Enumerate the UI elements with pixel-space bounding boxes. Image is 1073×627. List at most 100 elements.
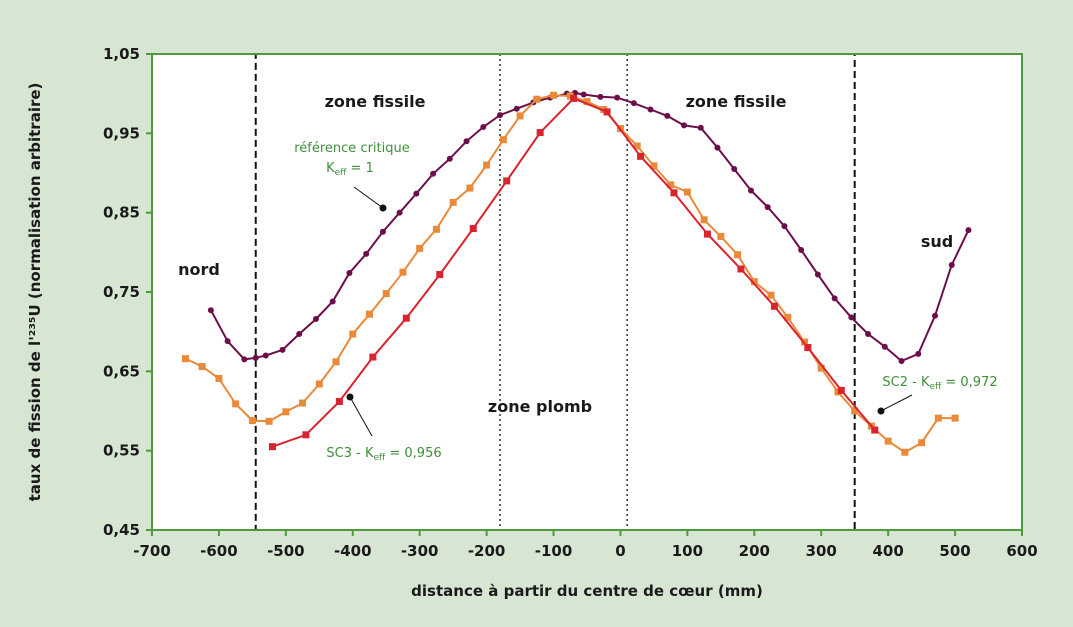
sc3-value: = 0,956	[385, 446, 441, 461]
series-sc2-point	[918, 439, 926, 447]
series-sc2-point	[181, 355, 189, 363]
series-reference-point	[932, 312, 938, 319]
series-reference-point	[915, 350, 922, 357]
zone-plomb-label: zone plomb	[488, 397, 592, 416]
y-tick-label: 1,05	[103, 45, 140, 63]
nord-label: nord	[178, 260, 220, 279]
sc2-value: = 0,972	[941, 375, 997, 390]
series-reference-point	[329, 298, 336, 305]
series-reference-point	[664, 112, 671, 119]
sc2-leader-line	[880, 394, 913, 412]
series-reference-point	[747, 187, 754, 194]
series-reference-point	[781, 223, 788, 230]
series-sc2-point	[884, 437, 892, 445]
x-tick-label: -200	[468, 542, 506, 560]
series-sc3	[268, 94, 879, 451]
x-tick-label: -100	[535, 542, 573, 560]
series-reference-point	[898, 358, 905, 365]
series-sc2-point	[901, 448, 909, 456]
series-sc3-point	[603, 108, 611, 116]
series-sc2-point	[499, 136, 507, 144]
zone-fissile-left-label: zone fissile	[325, 92, 426, 111]
series-sc2-point	[232, 400, 240, 408]
series-reference-point	[279, 346, 286, 353]
series-sc2-point	[483, 161, 491, 169]
series-reference-point	[379, 228, 386, 235]
series-reference-point	[814, 271, 821, 278]
series-sc2-point	[750, 278, 758, 286]
series-reference-point	[647, 106, 654, 113]
series-sc2-point	[717, 232, 725, 240]
series-reference-point	[497, 112, 503, 119]
series-reference-point	[881, 343, 888, 350]
series-reference-point	[714, 144, 721, 151]
x-tick-label: 100	[672, 542, 703, 560]
y-tick-label: 0,45	[103, 521, 140, 539]
series-reference-point	[948, 262, 955, 269]
series-reference-point	[681, 122, 688, 129]
sc2-annotation: SC2 - Keff = 0,972	[882, 375, 997, 392]
x-tick-label: -700	[133, 542, 171, 560]
series-reference-point	[831, 295, 838, 302]
series-sc3-point	[268, 443, 276, 451]
series-reference-point	[630, 100, 637, 107]
series-sc3-point	[503, 177, 511, 185]
series-sc2-point	[416, 244, 424, 252]
series-sc2-point	[650, 162, 658, 170]
x-tick-label: 0	[615, 542, 625, 560]
series-reference-point	[413, 190, 420, 197]
plot-area	[152, 54, 1022, 530]
series-sc2-point	[951, 414, 959, 422]
series-sc3-point	[837, 386, 845, 394]
series-reference-point	[463, 138, 470, 145]
series-sc3-point	[436, 271, 444, 279]
series-sc2-point	[299, 399, 307, 407]
series-sc2-point	[734, 251, 742, 259]
series-sc3-point	[670, 189, 678, 197]
series-sc2-point	[432, 225, 440, 233]
series-sc2-point	[667, 181, 675, 189]
series-reference-point	[224, 338, 231, 345]
series-sc3-point	[335, 397, 343, 405]
series-sc3-point	[536, 129, 544, 137]
series-sc3-point	[402, 314, 410, 322]
series-sc3-point	[637, 152, 645, 160]
series-layer	[181, 89, 972, 456]
series-sc2-point	[583, 98, 591, 106]
reference-k-value: = 1	[346, 161, 373, 176]
series-sc2-point	[817, 364, 825, 372]
x-tick-label: 300	[806, 542, 837, 560]
series-sc2-point	[533, 95, 541, 103]
series-sc2-point	[282, 408, 290, 416]
series-reference-point	[965, 227, 972, 234]
series-sc2-point	[784, 313, 792, 321]
x-tick-label: -400	[334, 542, 372, 560]
reference-k: K	[326, 161, 335, 176]
reference-leader-dot	[379, 204, 387, 212]
x-tick-label: 600	[1006, 542, 1037, 560]
series-reference-point	[396, 209, 403, 216]
x-tick-label: -500	[267, 542, 305, 560]
y-tick-label: 0,65	[103, 362, 140, 380]
series-sc3-point	[770, 302, 778, 310]
series-reference-point	[207, 307, 214, 314]
annotation-layer: zone fissile zone fissile zone plomb nor…	[178, 92, 997, 463]
series-reference-point	[252, 354, 259, 361]
series-reference-point	[446, 155, 453, 162]
series-reference-point	[241, 356, 248, 363]
series-reference-point	[430, 170, 437, 177]
series-sc2-point	[332, 358, 340, 366]
x-tick-label: 400	[872, 542, 903, 560]
sc3-leader-line	[349, 396, 373, 437]
series-sc2-point	[516, 112, 524, 120]
reference-annotation-line2: Keff = 1	[326, 161, 374, 178]
y-tick-label: 0,85	[103, 204, 140, 222]
series-sc2-point	[934, 414, 942, 422]
series-sc2-point	[449, 198, 457, 206]
series-reference-point	[597, 93, 604, 100]
series-reference-point	[296, 331, 303, 338]
series-sc3-point	[302, 431, 310, 439]
y-tick-label: 0,75	[103, 283, 140, 301]
series-sc2-point	[700, 216, 708, 224]
